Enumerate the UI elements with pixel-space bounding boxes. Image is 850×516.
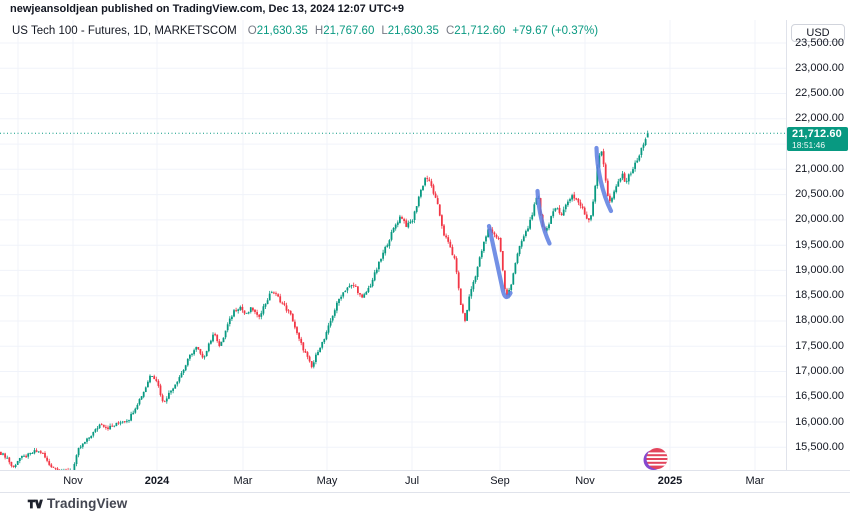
price-axis-label: 20,000.00 <box>795 213 844 226</box>
time-axis-label: Nov <box>575 475 595 487</box>
price-axis-label: 19,500.00 <box>795 238 844 251</box>
time-axis-label: Mar <box>233 475 253 487</box>
publish-bar: newjeansoldjean published on TradingView… <box>0 0 850 20</box>
price-axis[interactable]: USD 23,500.00 23,000.00 22,500.00 22,000.00… <box>787 20 850 470</box>
publish-text: newjeansoldjean published on TradingView… <box>10 3 404 15</box>
price-axis-label: 15,500.00 <box>795 440 844 453</box>
bar-countdown: 18:51:46 <box>792 140 826 150</box>
time-axis-label: 2024 <box>144 475 170 487</box>
symbol-title: US Tech 100 - Futures, 1D, MARKETSCOM <box>12 25 237 37</box>
tradingview-logo[interactable]: TradingView <box>27 496 127 511</box>
ohlc-low-label: L <box>381 25 388 37</box>
change-value: +79.67 (+0.37%) <box>512 25 599 37</box>
chart-legend[interactable]: US Tech 100 - Futures, 1D, MARKETSCOM O21… <box>12 25 598 39</box>
price-axis-label: 20,500.00 <box>795 188 844 201</box>
price-axis-divider <box>786 20 787 492</box>
price-axis-label: 18,500.00 <box>795 289 844 302</box>
tradingview-brand-text: TradingView <box>47 496 128 511</box>
ohlc-close-value: 21,712.60 <box>454 25 506 37</box>
ohlc-high-label: H <box>314 25 324 37</box>
ohlc-open-value: 21,630.35 <box>256 25 308 37</box>
price-axis-label: 22,500.00 <box>795 87 844 100</box>
time-axis[interactable]: Nov 2024 Mar May Jul Sep Nov 2025 Mar <box>0 470 850 493</box>
price-axis-label: 23,000.00 <box>795 61 844 74</box>
price-axis-label: 16,000.00 <box>795 415 844 428</box>
time-axis-label: Jul <box>404 475 420 487</box>
ohlc-high-value: 21,767.60 <box>323 25 375 37</box>
time-axis-label: Mar <box>745 475 765 487</box>
price-axis-label: 16,500.00 <box>795 390 844 403</box>
currency-button[interactable]: USD <box>791 24 845 42</box>
price-axis-label: 22,000.00 <box>795 112 844 125</box>
ohlc-open-label: O <box>247 25 257 37</box>
price-axis-label: 17,000.00 <box>795 364 844 377</box>
price-axis-label: 18,000.00 <box>795 314 844 327</box>
footer: TradingView <box>0 493 850 516</box>
tradingview-mark-icon <box>27 499 43 508</box>
time-axis-label: 2025 <box>657 475 683 487</box>
ohlc-low-value: 21,630.35 <box>387 25 439 37</box>
price-axis-label: 23,500.00 <box>795 36 844 49</box>
time-axis-label: May <box>316 475 338 487</box>
price-axis-label: 19,000.00 <box>795 263 844 276</box>
last-price: 21,712.60 <box>792 128 842 140</box>
candlestick-chart-pane[interactable] <box>0 20 786 470</box>
price-axis-label: 17,500.00 <box>795 339 844 352</box>
last-price-badge: 21,712.60 18:51:46 <box>787 127 848 151</box>
ohlc-close-label: C <box>445 25 455 37</box>
price-axis-label: 21,000.00 <box>795 162 844 175</box>
time-axis-label: Sep <box>490 475 510 487</box>
time-axis-label: Nov <box>63 475 83 487</box>
